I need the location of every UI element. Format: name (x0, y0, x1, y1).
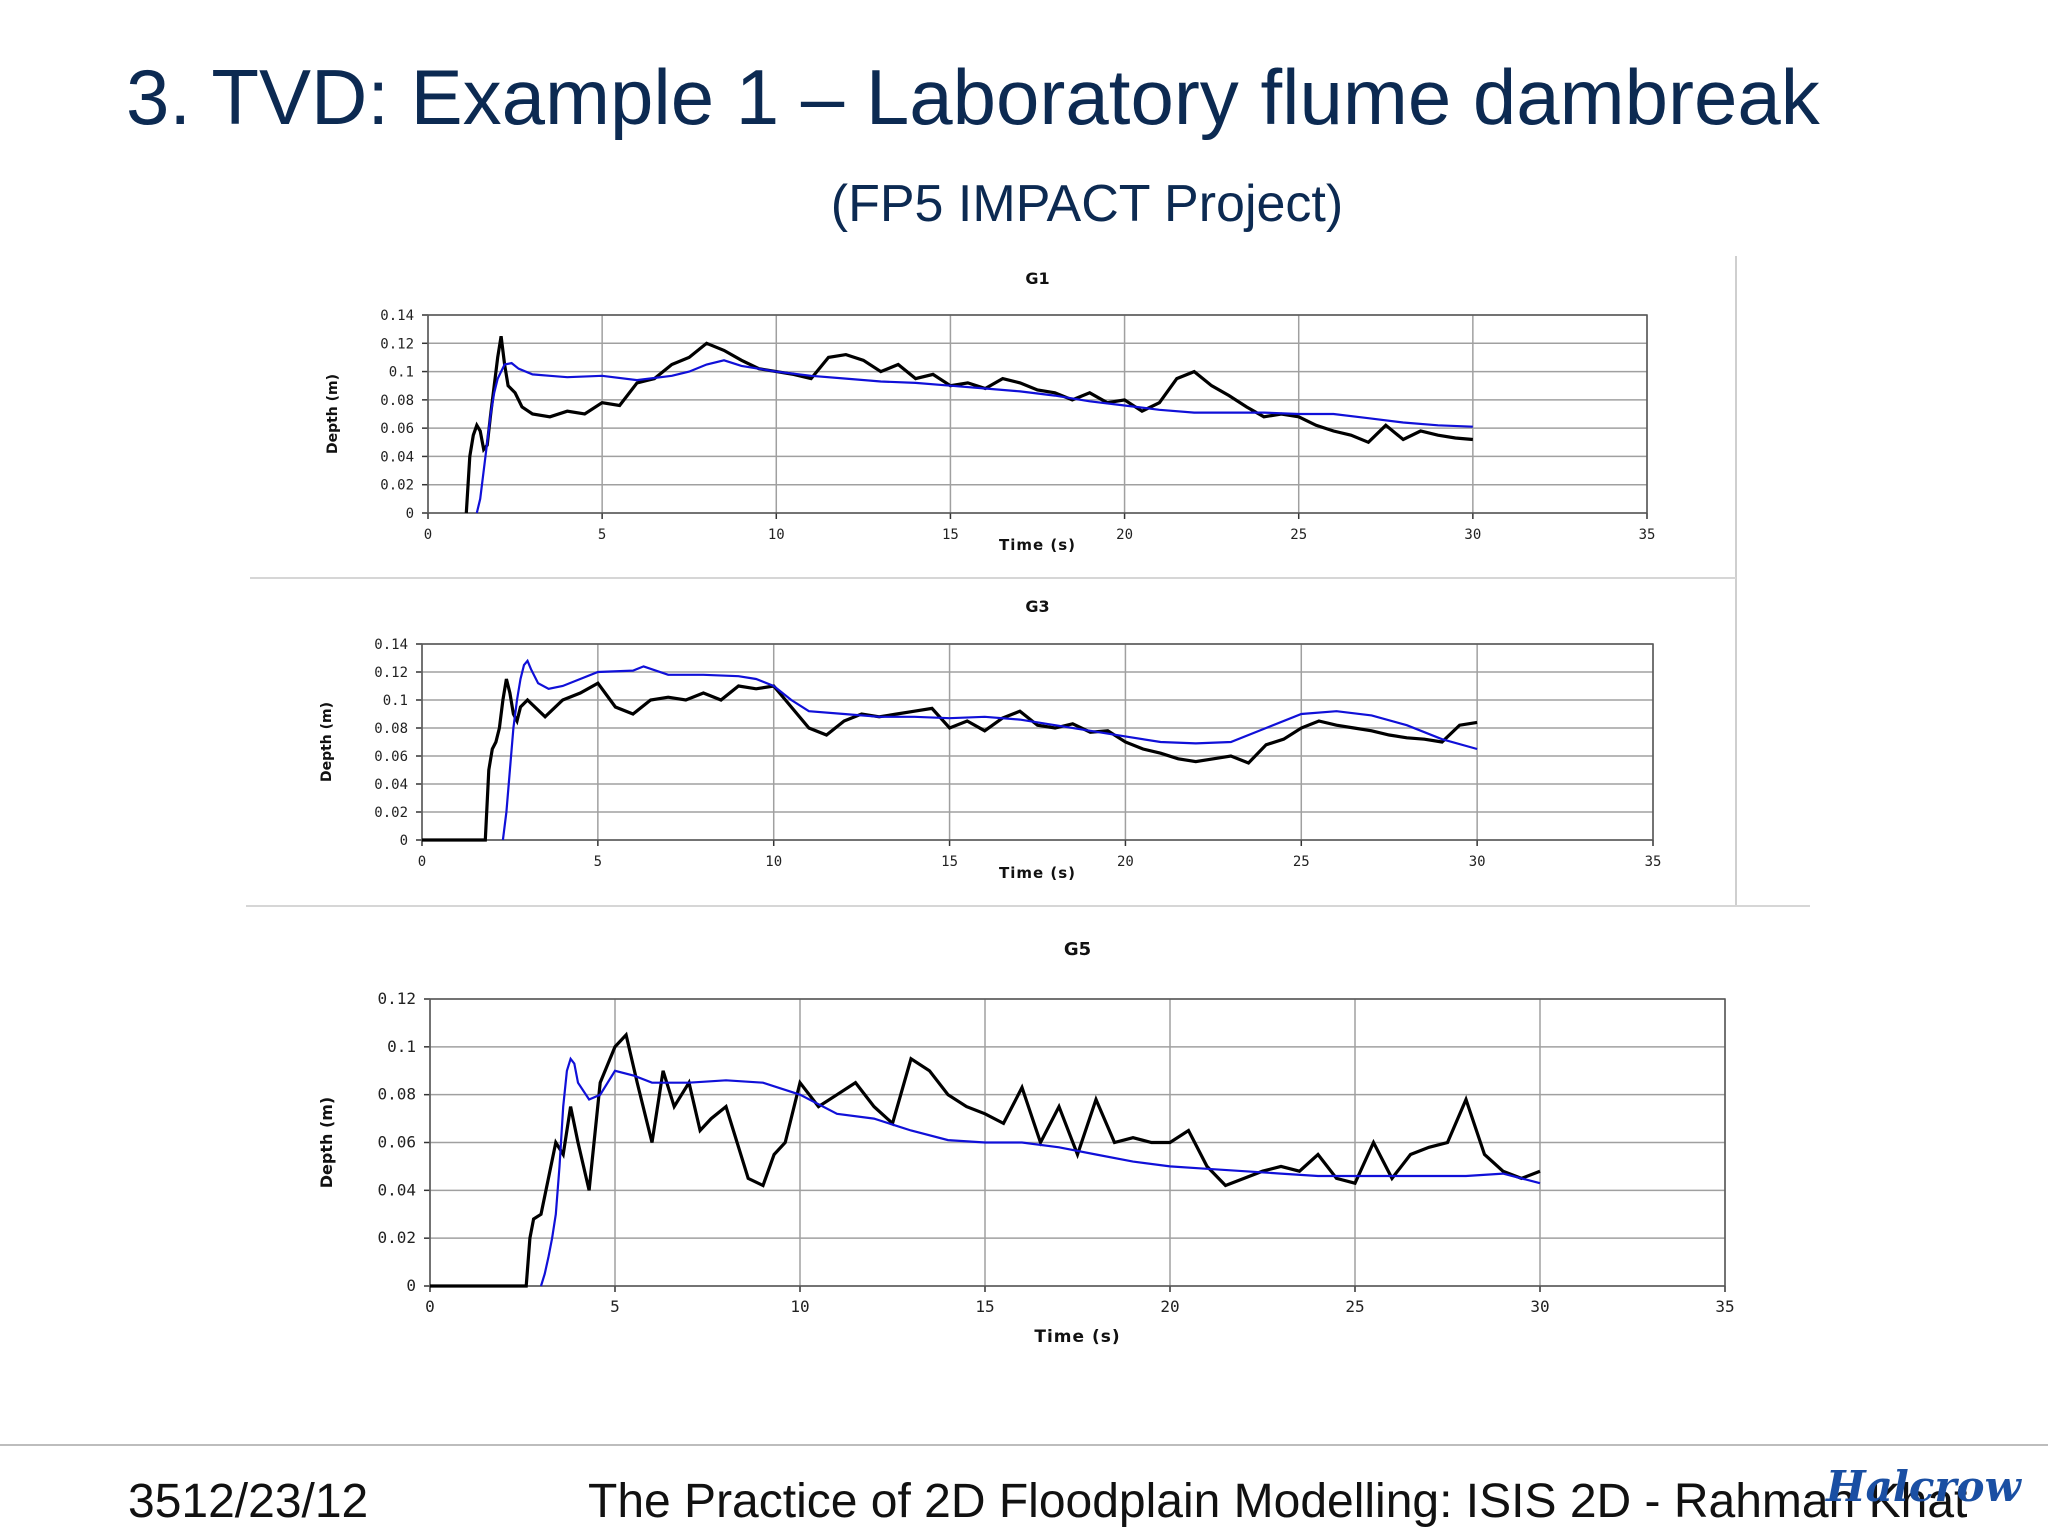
y-tick-label: 0.04 (380, 449, 414, 465)
y-tick-label: 0.02 (374, 805, 408, 821)
footer-divider (0, 1444, 2048, 1446)
slide-subtitle: (FP5 IMPACT Project) (830, 175, 1344, 233)
x-tick-label: 20 (1160, 1297, 1179, 1316)
plot-frame (427, 314, 1648, 514)
y-tick-label: 0.12 (374, 665, 408, 681)
measured-series-line (430, 1031, 1541, 1288)
y-axis-label: Depth (m) (317, 1097, 336, 1189)
y-tick-label: 0 (406, 506, 414, 522)
x-tick-label: 15 (941, 854, 958, 870)
x-tick-label: 30 (1469, 854, 1486, 870)
y-tick-label: 0.08 (380, 393, 414, 409)
x-tick-label: 25 (1345, 1297, 1364, 1316)
y-tick-label: 0.02 (380, 478, 414, 494)
y-tick-label: 0.1 (383, 693, 408, 709)
x-tick-label: 25 (1293, 854, 1310, 870)
x-tick-label: 0 (424, 527, 432, 543)
x-tick-label: 35 (1639, 527, 1656, 543)
x-tick-label: 0 (425, 1297, 435, 1316)
y-tick-label: 0.06 (377, 1133, 416, 1152)
modelled-series-line (501, 658, 1478, 841)
plot-frame (429, 998, 1726, 1287)
y-tick-label: 0.02 (377, 1228, 416, 1247)
y-tick-label: 0.06 (380, 421, 414, 437)
slide-title: 3. TVD: Example 1 – Laboratory flume dam… (126, 53, 1820, 141)
y-tick-label: 0 (406, 1276, 416, 1295)
chart-title: G3 (1025, 597, 1049, 616)
y-tick-label: 0.12 (380, 336, 414, 352)
x-axis-label: Time (s) (999, 864, 1076, 882)
chart-title: G5 (1064, 939, 1091, 960)
x-axis-label: Time (s) (999, 536, 1076, 554)
x-tick-label: 15 (942, 527, 959, 543)
y-axis-label: Depth (m) (325, 374, 341, 454)
y-tick-label: 0.12 (377, 989, 416, 1008)
chart-g3: 0 0.02 0.04 0.06 0.08 0.1 0.12 0.14 0 5 10 15 20 25 30… (319, 597, 1661, 882)
x-tick-label: 25 (1290, 527, 1307, 543)
x-tick-label: 30 (1464, 527, 1481, 543)
x-tick-label: 0 (418, 854, 426, 870)
y-tick-label: 0.1 (387, 1037, 416, 1056)
chart-title: G1 (1025, 269, 1049, 288)
x-tick-label: 35 (1715, 1297, 1734, 1316)
modelled-series-line (539, 1056, 1541, 1287)
x-tick-label: 30 (1530, 1297, 1549, 1316)
x-tick-label: 20 (1117, 854, 1134, 870)
x-tick-label: 5 (598, 527, 606, 543)
y-tick-label: 0.1 (389, 365, 414, 381)
x-tick-label: 35 (1645, 854, 1662, 870)
y-tick-label: 0 (400, 833, 408, 849)
halcrow-logo: Halcrow (1826, 1462, 2021, 1511)
x-tick-label: 5 (594, 854, 602, 870)
y-tick-label: 0.06 (374, 749, 408, 765)
y-tick-label: 0.04 (374, 777, 408, 793)
chart-g5: 0 0.02 0.04 0.06 0.08 0.1 0.12 0 5 10 15 20 25 30 35 G5… (317, 939, 1735, 1347)
x-tick-label: 10 (768, 527, 785, 543)
measured-series-line (464, 335, 1474, 514)
y-tick-label: 0.14 (374, 637, 408, 653)
footer-date: 3512/23/12 (128, 1475, 369, 1528)
y-tick-label: 0.04 (377, 1180, 416, 1199)
x-tick-label: 10 (790, 1297, 809, 1316)
x-tick-label: 5 (610, 1297, 620, 1316)
x-tick-label: 15 (975, 1297, 994, 1316)
x-tick-label: 10 (765, 854, 782, 870)
y-tick-label: 0.08 (374, 721, 408, 737)
measured-series-line (422, 678, 1478, 842)
y-axis-label: Depth (m) (319, 702, 335, 782)
y-tick-label: 0.14 (380, 308, 414, 324)
chart-g1: 0 0.02 0.04 0.06 0.08 0.1 0.12 0.14 0 5 10 15 20 25 30… (325, 269, 1655, 554)
y-tick-label: 0.08 (377, 1085, 416, 1104)
x-axis-label: Time (s) (1034, 1327, 1120, 1347)
modelled-series-line (475, 359, 1473, 514)
x-tick-label: 20 (1116, 527, 1133, 543)
plot-frame (421, 643, 1654, 841)
footer-caption: The Practice of 2D Floodplain Modelling:… (588, 1475, 1968, 1528)
